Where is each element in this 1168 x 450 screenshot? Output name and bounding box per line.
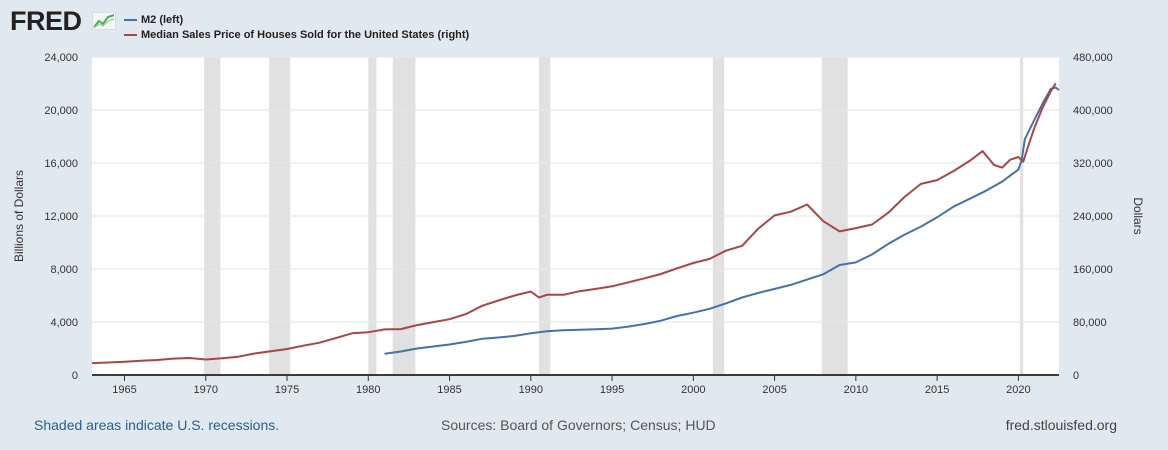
left-tick-label-1: 4,000 <box>50 317 78 329</box>
x-tick-label-2: 1975 <box>275 384 299 396</box>
x-tick-label-3: 1980 <box>356 384 380 396</box>
right-tick-label-3: 240,000 <box>1073 211 1113 223</box>
x-tick-label-8: 2005 <box>762 384 786 396</box>
legend-swatch-house-price <box>124 33 137 36</box>
legend-label-house-price: Median Sales Price of Houses Sold for th… <box>141 28 470 41</box>
legend-label-m2: M2 (left) <box>141 13 184 26</box>
legend-item-house-price: Median Sales Price of Houses Sold for th… <box>124 27 469 42</box>
right-tick-label-1: 80,000 <box>1073 317 1107 329</box>
left-axis-title: Billions of Dollars <box>12 170 26 262</box>
legend-item-m2: M2 (left) <box>124 12 469 27</box>
chart-legend: M2 (left) Median Sales Price of Houses S… <box>124 12 469 42</box>
site-link[interactable]: fred.stlouisfed.org <box>1005 417 1117 433</box>
right-axis-title: Dollars <box>1131 197 1145 234</box>
left-tick-label-6: 24,000 <box>44 52 78 64</box>
legend-swatch-m2 <box>124 18 137 21</box>
x-tick-label-4: 1985 <box>437 384 461 396</box>
series-line-m2 <box>384 86 1060 355</box>
x-tick-label-5: 1990 <box>519 384 543 396</box>
right-tick-label-0: 0 <box>1073 370 1079 382</box>
right-tick-label-4: 320,000 <box>1073 158 1113 170</box>
left-tick-label-0: 0 <box>72 370 78 382</box>
fred-logo: FRED <box>10 6 82 36</box>
right-tick-label-6: 480,000 <box>1073 52 1113 64</box>
x-tick-label-6: 1995 <box>600 384 624 396</box>
x-tick-label-11: 2020 <box>1006 384 1030 396</box>
x-tick-label-9: 2010 <box>844 384 868 396</box>
x-tick-label-7: 2000 <box>681 384 705 396</box>
sources-text: Sources: Board of Governors; Census; HUD <box>441 417 716 433</box>
left-tick-label-2: 8,000 <box>50 264 78 276</box>
x-tick-label-0: 1965 <box>112 384 136 396</box>
left-tick-label-4: 16,000 <box>44 158 78 170</box>
line-chart[interactable]: 0 4,000 8,000 12,000 16,000 20,000 24,000 0 80,0… <box>0 0 1168 410</box>
axes: 0 4,000 8,000 12,000 16,000 20,000 24,000 0 80,0… <box>44 52 1112 396</box>
right-tick-label-2: 160,000 <box>1073 264 1113 276</box>
series-line-house-price <box>91 82 1057 365</box>
left-tick-label-3: 12,000 <box>44 211 78 223</box>
x-tick-label-1: 1970 <box>194 384 218 396</box>
grid-lines <box>92 56 1059 323</box>
line-chart-icon <box>92 12 116 30</box>
left-tick-label-5: 20,000 <box>44 105 78 117</box>
x-tick-label-10: 2015 <box>925 384 949 396</box>
series-lines <box>91 82 1060 365</box>
recession-note-link[interactable]: Shaded areas indicate U.S. recessions. <box>34 417 280 433</box>
right-tick-label-5: 400,000 <box>1073 105 1113 117</box>
